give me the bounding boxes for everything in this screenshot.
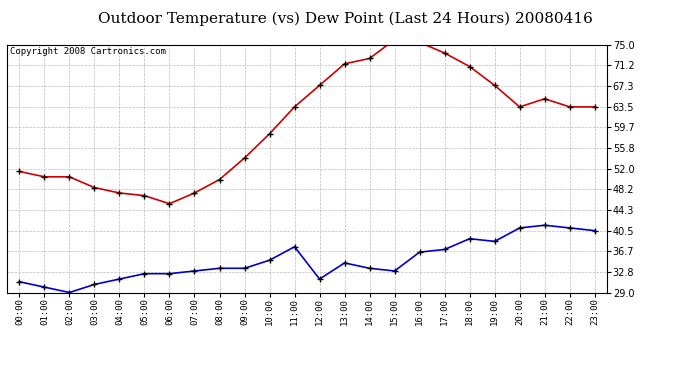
- Text: Copyright 2008 Cartronics.com: Copyright 2008 Cartronics.com: [10, 48, 166, 57]
- Text: Outdoor Temperature (vs) Dew Point (Last 24 Hours) 20080416: Outdoor Temperature (vs) Dew Point (Last…: [97, 11, 593, 26]
